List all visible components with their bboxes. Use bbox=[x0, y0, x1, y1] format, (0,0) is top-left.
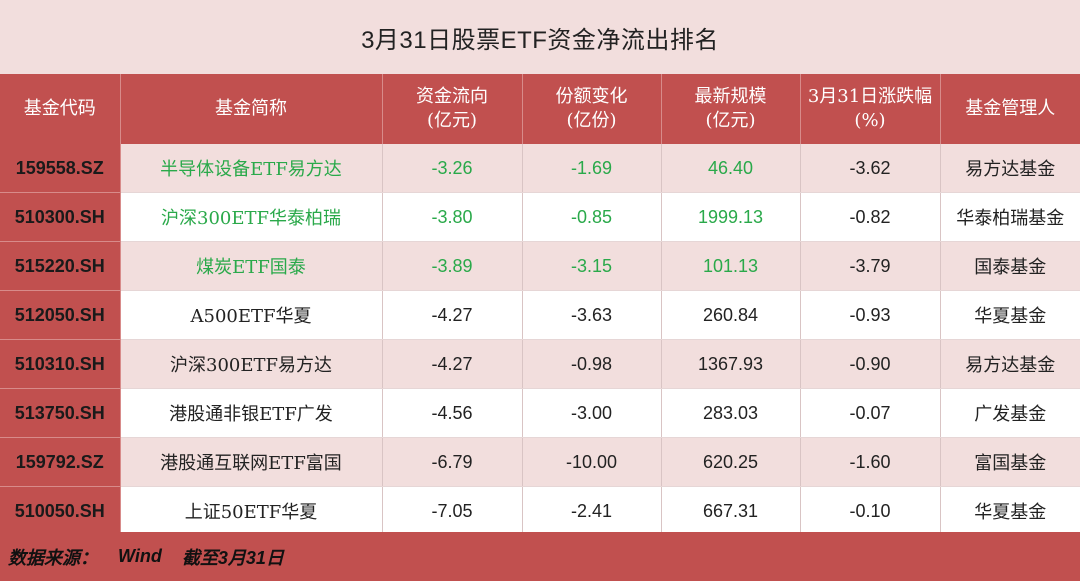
cell-change: -0.10 bbox=[800, 486, 941, 536]
column-header-line: 资金流向 bbox=[416, 86, 488, 107]
cell-code: 510310.SH bbox=[0, 339, 121, 389]
cell-scale: 46.40 bbox=[661, 144, 801, 193]
cell-share: -10.00 bbox=[522, 437, 662, 487]
cell-flow: -3.89 bbox=[382, 241, 523, 291]
column-header-name: 基金简称 bbox=[120, 74, 383, 144]
cell-name: 沪深300ETF易方达 bbox=[120, 339, 383, 389]
cell-manager: 华泰柏瑞基金 bbox=[940, 192, 1080, 242]
column-header-line: (亿元) bbox=[705, 110, 756, 131]
cell-manager: 华夏基金 bbox=[940, 290, 1080, 340]
table-header-row: 基金代码 基金简称 资金流向 (亿元) 份额变化 (亿份) 最新规模 (亿元) 3月31日涨跌幅… bbox=[0, 74, 1080, 144]
cell-share: -0.85 bbox=[522, 192, 662, 242]
cell-code: 510300.SH bbox=[0, 192, 121, 242]
cell-share: -3.63 bbox=[522, 290, 662, 340]
cell-flow: -6.79 bbox=[382, 437, 523, 487]
cell-scale: 1367.93 bbox=[661, 339, 801, 389]
cell-scale: 1999.13 bbox=[661, 192, 801, 242]
cell-share: -2.41 bbox=[522, 486, 662, 536]
cell-change: -0.90 bbox=[800, 339, 941, 389]
column-header-flow: 资金流向 (亿元) bbox=[382, 74, 523, 144]
column-header-line: 份额变化 bbox=[555, 86, 628, 107]
table-row: 510300.SH 沪深300ETF华泰柏瑞 -3.80 -0.85 1999.13 -0… bbox=[0, 192, 1080, 242]
table-row: 159792.SZ 港股通互联网ETF富国 -6.79 -10.00 620.25 -1.… bbox=[0, 437, 1080, 487]
cell-name: 港股通非银ETF广发 bbox=[120, 388, 383, 438]
cell-flow: -3.26 bbox=[382, 144, 523, 193]
column-header-scale: 最新规模 (亿元) bbox=[661, 74, 801, 144]
cell-share: -1.69 bbox=[522, 144, 662, 193]
cell-change: -0.07 bbox=[800, 388, 941, 438]
table-row: 510310.SH 沪深300ETF易方达 -4.27 -0.98 1367.93 -0.… bbox=[0, 339, 1080, 389]
column-header-share: 份额变化 (亿份) bbox=[522, 74, 662, 144]
cell-change: -3.62 bbox=[800, 144, 941, 193]
cell-share: -0.98 bbox=[522, 339, 662, 389]
cell-manager: 易方达基金 bbox=[940, 339, 1080, 389]
column-header-line: 最新规模 bbox=[694, 86, 767, 107]
column-header-code: 基金代码 bbox=[0, 74, 121, 144]
column-header-line: 基金管理人 bbox=[965, 98, 1056, 119]
cell-change: -1.60 bbox=[800, 437, 941, 487]
cell-name: 沪深300ETF华泰柏瑞 bbox=[120, 192, 383, 242]
cell-code: 515220.SH bbox=[0, 241, 121, 291]
table-row: 510050.SH 上证50ETF华夏 -7.05 -2.41 667.31 -0.10 华… bbox=[0, 486, 1080, 536]
cell-code: 159792.SZ bbox=[0, 437, 121, 487]
cell-code: 159558.SZ bbox=[0, 144, 121, 193]
source-label: 数据来源： bbox=[8, 547, 98, 568]
cell-manager: 国泰基金 bbox=[940, 241, 1080, 291]
cell-scale: 620.25 bbox=[661, 437, 801, 487]
source-value: Wind bbox=[118, 546, 162, 566]
etf-outflow-table: 基金代码 基金简称 资金流向 (亿元) 份额变化 (亿份) 最新规模 (亿元) 3月31日涨跌幅… bbox=[0, 74, 1080, 536]
cell-name: A500ETF华夏 bbox=[120, 290, 383, 340]
column-header-manager: 基金管理人 bbox=[940, 74, 1080, 144]
table-row: 159558.SZ 半导体设备ETF易方达 -3.26 -1.69 46.40 -3.62… bbox=[0, 144, 1080, 193]
cell-name: 上证50ETF华夏 bbox=[120, 486, 383, 536]
column-header-line: 基金代码 bbox=[23, 98, 96, 119]
cell-name: 煤炭ETF国泰 bbox=[120, 241, 383, 291]
cell-scale: 667.31 bbox=[661, 486, 801, 536]
page-title: 3月31日股票ETF资金净流出排名 bbox=[0, 0, 1080, 75]
column-header-change: 3月31日涨跌幅 (%) bbox=[800, 74, 941, 144]
cell-code: 512050.SH bbox=[0, 290, 121, 340]
cell-code: 510050.SH bbox=[0, 486, 121, 536]
cell-flow: -4.56 bbox=[382, 388, 523, 438]
cell-share: -3.00 bbox=[522, 388, 662, 438]
column-header-line: 基金简称 bbox=[215, 98, 287, 119]
cell-scale: 283.03 bbox=[661, 388, 801, 438]
column-header-line: (亿份) bbox=[566, 110, 617, 131]
cell-name: 半导体设备ETF易方达 bbox=[120, 144, 383, 193]
cell-scale: 101.13 bbox=[661, 241, 801, 291]
cell-share: -3.15 bbox=[522, 241, 662, 291]
cell-scale: 260.84 bbox=[661, 290, 801, 340]
cell-manager: 广发基金 bbox=[940, 388, 1080, 438]
cell-manager: 华夏基金 bbox=[940, 486, 1080, 536]
cell-flow: -3.80 bbox=[382, 192, 523, 242]
cell-code: 513750.SH bbox=[0, 388, 121, 438]
cell-manager: 易方达基金 bbox=[940, 144, 1080, 193]
column-header-line: 3月31日涨跌幅 bbox=[807, 86, 933, 107]
cell-flow: -4.27 bbox=[382, 290, 523, 340]
source-footer: 数据来源： Wind 截至3月31日 bbox=[0, 532, 1080, 581]
column-header-line: (%) bbox=[854, 110, 886, 131]
cell-manager: 富国基金 bbox=[940, 437, 1080, 487]
table-row: 515220.SH 煤炭ETF国泰 -3.89 -3.15 101.13 -3.79 国泰基… bbox=[0, 241, 1080, 291]
table-row: 513750.SH 港股通非银ETF广发 -4.56 -3.00 283.03 -0.07… bbox=[0, 388, 1080, 438]
date-note: 截至3月31日 bbox=[181, 547, 284, 568]
cell-name: 港股通互联网ETF富国 bbox=[120, 437, 383, 487]
column-header-line: (亿元) bbox=[426, 110, 478, 131]
cell-change: -3.79 bbox=[800, 241, 941, 291]
cell-flow: -7.05 bbox=[382, 486, 523, 536]
cell-change: -0.93 bbox=[800, 290, 941, 340]
cell-flow: -4.27 bbox=[382, 339, 523, 389]
table-row: 512050.SH A500ETF华夏 -4.27 -3.63 260.84 -0.93 华… bbox=[0, 290, 1080, 340]
cell-change: -0.82 bbox=[800, 192, 941, 242]
